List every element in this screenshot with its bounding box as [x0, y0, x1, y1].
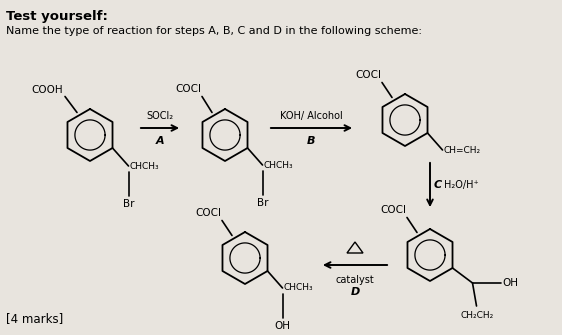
Text: C: C	[434, 180, 442, 190]
Text: CHCH₃: CHCH₃	[129, 161, 159, 171]
Text: COCl: COCl	[355, 70, 381, 80]
Text: D: D	[350, 287, 360, 297]
Text: Br: Br	[257, 198, 268, 208]
Text: KOH/ Alcohol: KOH/ Alcohol	[280, 111, 343, 121]
Text: CH₂CH₂: CH₂CH₂	[461, 311, 494, 320]
Text: COCl: COCl	[175, 84, 201, 94]
Text: Name the type of reaction for steps A, B, C and D in the following scheme:: Name the type of reaction for steps A, B…	[6, 26, 422, 36]
Text: Test yourself:: Test yourself:	[6, 10, 108, 23]
Text: OH: OH	[274, 321, 291, 331]
Text: CHCH₃: CHCH₃	[264, 160, 293, 170]
Text: CHCH₃: CHCH₃	[283, 283, 313, 292]
Text: COCl: COCl	[195, 208, 221, 218]
Text: CH=CH₂: CH=CH₂	[443, 145, 481, 154]
Text: COOH: COOH	[31, 85, 63, 95]
Text: [4 marks]: [4 marks]	[6, 312, 64, 325]
Text: B: B	[307, 136, 316, 146]
Text: COCl: COCl	[380, 205, 406, 215]
Text: H₂O/H⁺: H₂O/H⁺	[444, 180, 479, 190]
Text: Br: Br	[123, 199, 134, 209]
Text: catalyst: catalyst	[336, 275, 374, 285]
Text: A: A	[156, 136, 164, 146]
Text: SOCl₂: SOCl₂	[147, 111, 174, 121]
Text: OH: OH	[502, 278, 519, 288]
